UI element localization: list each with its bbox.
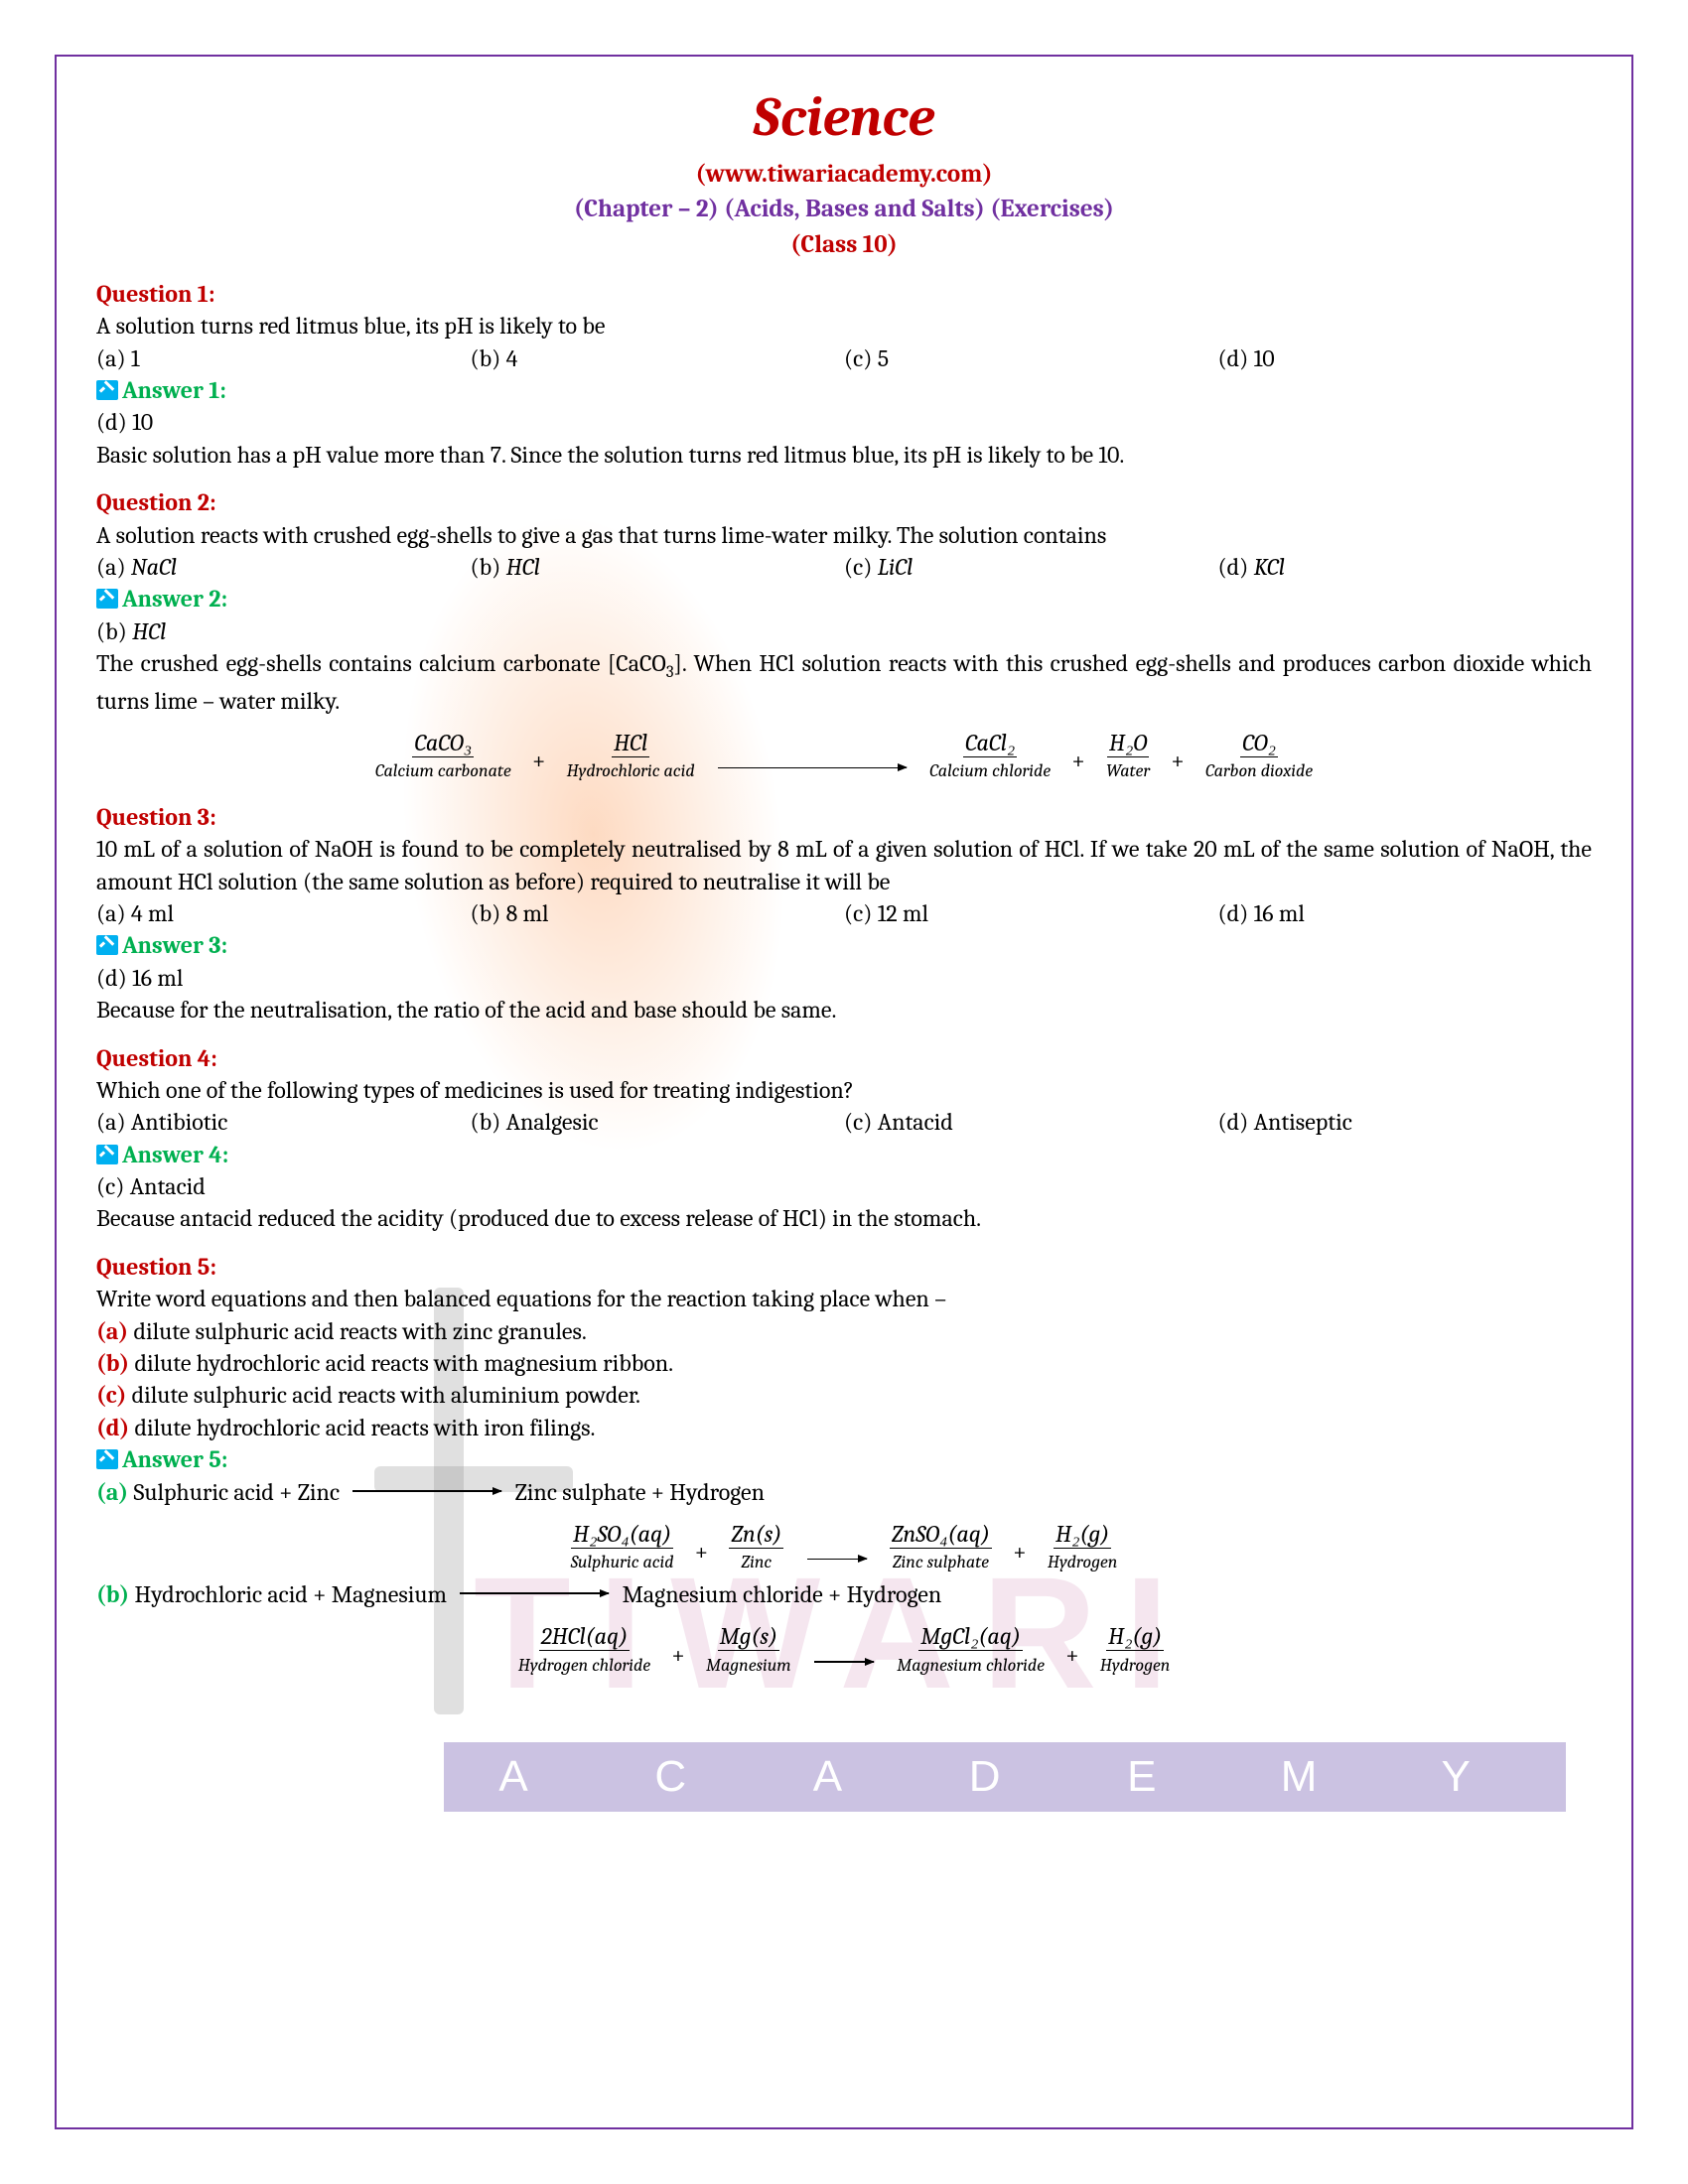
tick-icon: [96, 1145, 118, 1164]
q2-opt-b: (b) HCl: [471, 551, 845, 583]
q3-options: (a) 4 ml (b) 8 ml (c) 12 ml (d) 16 ml: [96, 897, 1592, 929]
q4-opt-c: (c) Antacid: [844, 1106, 1218, 1138]
a4-text: Because antacid reduced the acidity (pro…: [96, 1202, 1592, 1234]
q5-a: (a) dilute sulphuric acid reacts with zi…: [96, 1315, 1592, 1347]
a5-b-word: (b) Hydrochloric acid + Magnesium Magnes…: [96, 1578, 1592, 1610]
q5-label: Question 5:: [96, 1251, 1592, 1283]
q2-text: A solution reacts with crushed egg-shell…: [96, 519, 1592, 551]
a3-short: (d) 16 ml: [96, 962, 1592, 994]
q1-text: A solution turns red litmus blue, its pH…: [96, 310, 1592, 341]
q4-options: (a) Antibiotic (b) Analgesic (c) Antacid…: [96, 1106, 1592, 1138]
q2-opt-d: (d) KCl: [1218, 551, 1593, 583]
q3-opt-c: (c) 12 ml: [844, 897, 1218, 929]
q4-opt-d: (d) Antiseptic: [1218, 1106, 1593, 1138]
q3-opt-d: (d) 16 ml: [1218, 897, 1593, 929]
a2-label: Answer 2:: [96, 583, 1592, 614]
q2-opt-a: (a) NaCl: [96, 551, 471, 583]
a2-text: The crushed egg-shells contains calcium …: [96, 647, 1592, 717]
q2-label: Question 2:: [96, 486, 1592, 518]
tick-icon: [96, 380, 118, 400]
q3-label: Question 3:: [96, 801, 1592, 833]
a4-short: (c) Antacid: [96, 1170, 1592, 1202]
q2-options: (a) NaCl (b) HCl (c) LiCl (d) KCl: [96, 551, 1592, 583]
a5-a-reaction: H₂SO₄(aq)Sulphuric acid + Zn(s)Zinc ZnSO…: [96, 1518, 1592, 1576]
q3-opt-a: (a) 4 ml: [96, 897, 471, 929]
q2-reaction: CaCO₃Calcium carbonate + HClHydrochloric…: [96, 727, 1592, 785]
q4-opt-a: (a) Antibiotic: [96, 1106, 471, 1138]
tick-icon: [96, 1449, 118, 1469]
class-line: (Class 10): [96, 228, 1592, 262]
a4-label: Answer 4:: [96, 1139, 1592, 1170]
a3-label: Answer 3:: [96, 929, 1592, 961]
chapter-line: (Chapter – 2) (Acids, Bases and Salts) (…: [96, 193, 1592, 226]
website-line: (www.tiwariacademy.com): [96, 158, 1592, 192]
a5-b-reaction: 2HCl(aq)Hydrogen chloride + Mg(s)Magnesi…: [96, 1620, 1592, 1679]
tick-icon: [96, 935, 118, 955]
a1-text: Basic solution has a pH value more than …: [96, 439, 1592, 471]
a3-text: Because for the neutralisation, the rati…: [96, 994, 1592, 1025]
q1-opt-b: (b) 4: [471, 342, 845, 374]
q4-opt-b: (b) Analgesic: [471, 1106, 845, 1138]
q1-opt-d: (d) 10: [1218, 342, 1593, 374]
q4-label: Question 4:: [96, 1042, 1592, 1074]
q1-label: Question 1:: [96, 278, 1592, 310]
watermark-bar: ACADEMY: [444, 1742, 1566, 1812]
a2-short: (b) HCl: [96, 615, 1592, 647]
q3-opt-b: (b) 8 ml: [471, 897, 845, 929]
q5-d: (d) dilute hydrochloric acid reacts with…: [96, 1412, 1592, 1443]
q5-text: Write word equations and then balanced e…: [96, 1283, 1592, 1314]
q3-text: 10 mL of a solution of NaOH is found to …: [96, 833, 1592, 897]
a1-short: (d) 10: [96, 406, 1592, 438]
tick-icon: [96, 589, 118, 609]
a5-a-word: (a) Sulphuric acid + Zinc Zinc sulphate …: [96, 1476, 1592, 1508]
a1-label: Answer 1:: [96, 374, 1592, 406]
q2-opt-c: (c) LiCl: [844, 551, 1218, 583]
q1-opt-a: (a) 1: [96, 342, 471, 374]
q4-text: Which one of the following types of medi…: [96, 1074, 1592, 1106]
q1-opt-c: (c) 5: [844, 342, 1218, 374]
page-title: Science: [96, 80, 1592, 156]
a5-label: Answer 5:: [96, 1443, 1592, 1475]
q5-b: (b) dilute hydrochloric acid reacts with…: [96, 1347, 1592, 1379]
q1-options: (a) 1 (b) 4 (c) 5 (d) 10: [96, 342, 1592, 374]
q5-c: (c) dilute sulphuric acid reacts with al…: [96, 1379, 1592, 1411]
